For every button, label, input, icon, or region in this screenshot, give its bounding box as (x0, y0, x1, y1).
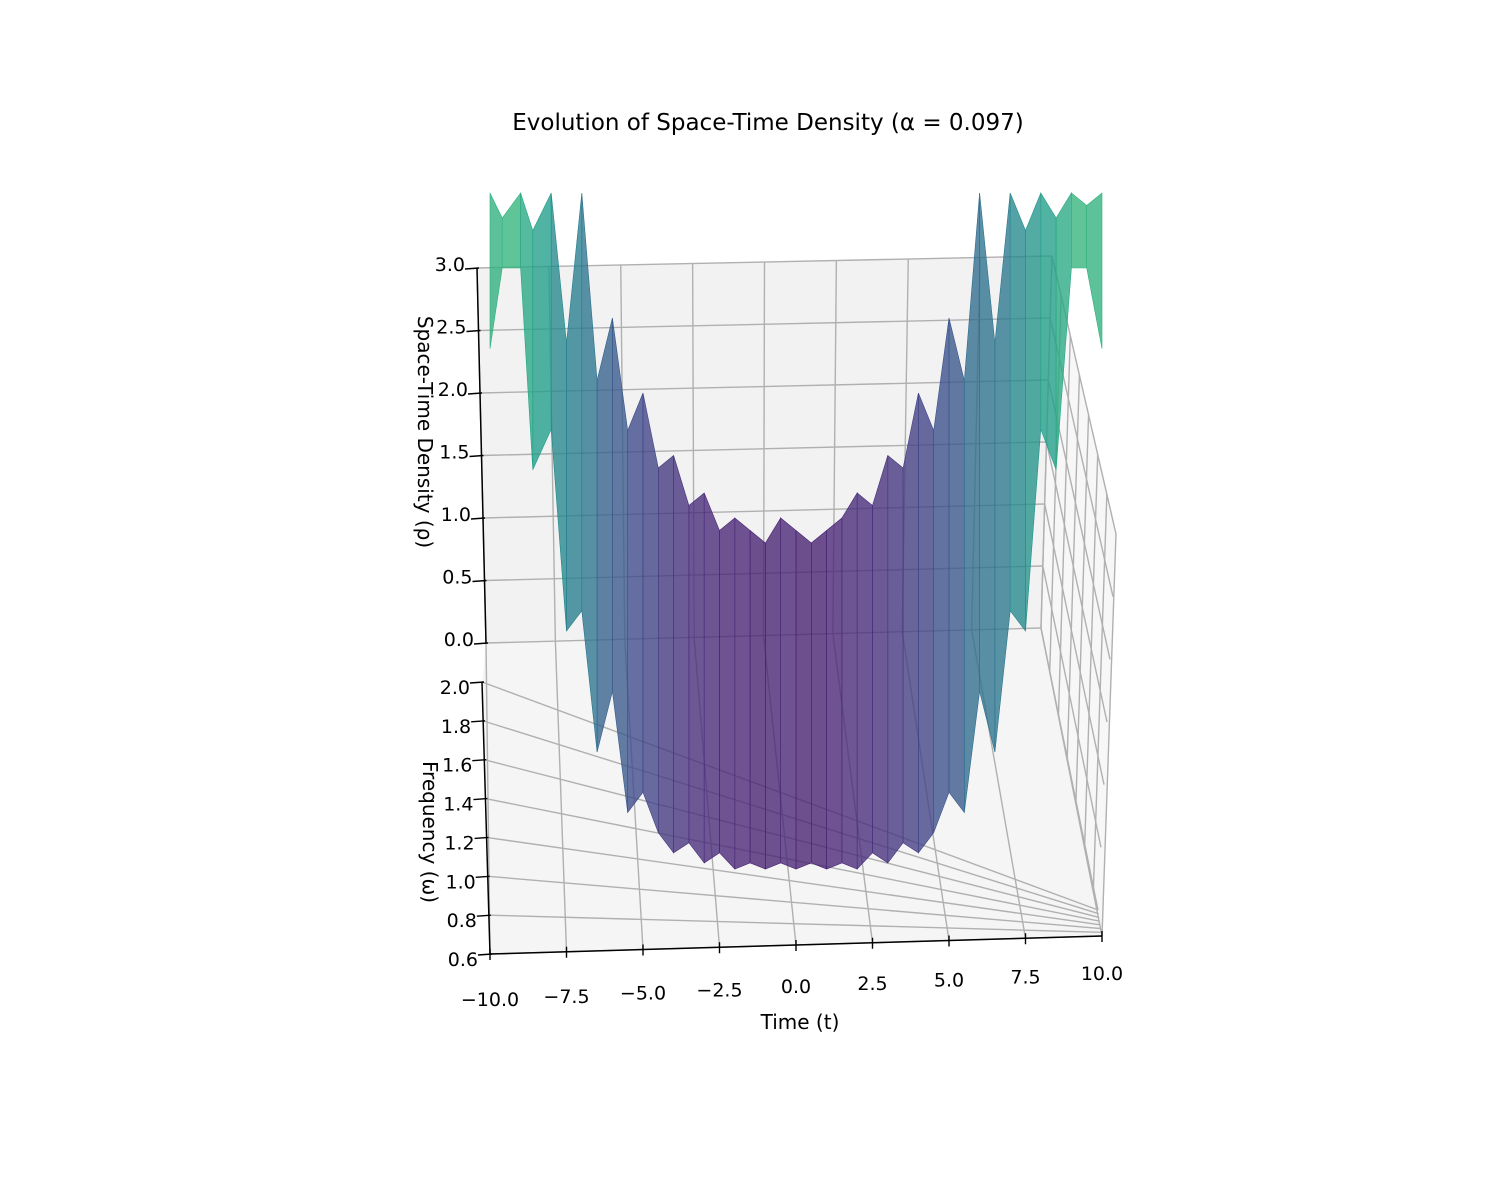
grid-floor-y (486, 836, 1101, 926)
y-tick-label: 1.6 (442, 755, 472, 777)
x-tick-label: 2.5 (857, 973, 887, 995)
z-tick (464, 267, 480, 270)
grid-side-vertical (1075, 414, 1090, 805)
surface-facet (719, 517, 736, 870)
grid-side-vertical (1101, 533, 1117, 937)
grid-back-horizontal (476, 255, 1053, 269)
surface-facet (872, 455, 889, 864)
grid-side-vertical (1092, 494, 1108, 893)
chart-title: Evolution of Space-Time Density (α = 0.0… (512, 110, 1024, 136)
y-tick-label: 1.2 (444, 832, 474, 854)
z-tick-label: 1.5 (439, 442, 469, 464)
surface-facet (532, 192, 552, 470)
y-tick (473, 797, 488, 801)
y-tick (475, 875, 490, 878)
y-tick (469, 681, 485, 684)
y-tick-label: 1.0 (445, 871, 475, 893)
z-axis-label: Space-Time Density (ρ) (413, 316, 437, 548)
surface-facet (734, 517, 751, 870)
tick-labels: −10.0 −7.5 −5.0 −2.5 0.0 2.5 5.0 7.5 10.0 0.6 0.8 1… (435, 254, 1123, 1011)
surface-facet (501, 192, 521, 269)
z-tick (467, 392, 483, 395)
grid-side-vertical (1057, 335, 1071, 717)
x-tick-label: 7.5 (1010, 966, 1040, 988)
z-tick-label: 2.0 (438, 379, 468, 401)
x-tick-label: 5.0 (934, 970, 964, 992)
y-tick-label: 0.6 (448, 949, 478, 971)
surface-facet (826, 517, 843, 870)
z-tick-label: 2.5 (436, 317, 466, 339)
surface-facet (642, 392, 659, 833)
y-tick-label: 1.8 (441, 716, 471, 738)
surface-facet (887, 454, 904, 864)
grid-floor-y (488, 914, 1102, 933)
x-tick-label: −5.0 (620, 983, 666, 1005)
y-tick-label: 2.0 (440, 677, 470, 699)
x-tick-label: −10.0 (461, 989, 519, 1011)
surface-facet (749, 529, 766, 870)
z-tick (472, 579, 487, 583)
surface-facet (902, 392, 919, 854)
grid-side-vertical (1083, 454, 1099, 849)
z-tick (470, 517, 486, 520)
surface-facet (841, 491, 858, 870)
z-tick (469, 454, 484, 458)
density-surface (489, 191, 1103, 870)
y-tick (472, 759, 487, 762)
y-tick (477, 953, 493, 956)
surface-facet (688, 492, 705, 864)
z-tick-label: 0.0 (444, 629, 474, 651)
grid-side-horizontal (1040, 627, 1099, 911)
y-tick (474, 836, 489, 840)
grid-floor-y (487, 875, 1101, 930)
surface-facet (673, 455, 690, 854)
x-axis-label: Time (t) (760, 1010, 840, 1034)
surface-facet (810, 529, 827, 870)
surface-facet (1009, 192, 1026, 632)
z-tick (473, 642, 489, 645)
grid-side-horizontal (1042, 565, 1102, 848)
surface-facet (918, 392, 935, 854)
y-tick (471, 720, 486, 723)
z-tick-label: 3.0 (435, 254, 465, 276)
y-tick-label: 0.8 (447, 910, 477, 932)
y-axis-line (481, 681, 491, 955)
grid-side-vertical (1066, 375, 1081, 761)
x-tick-label: 10.0 (1081, 963, 1123, 985)
surface-facet (627, 392, 644, 814)
x-tick-label: 0.0 (781, 976, 811, 998)
surface-facet (596, 317, 613, 753)
surface-facet (948, 317, 965, 814)
surface-facet (657, 454, 674, 854)
z-tick (466, 329, 481, 333)
surface-facet (703, 492, 720, 864)
surface-facet (1086, 192, 1103, 349)
z-tick-label: 1.0 (441, 504, 471, 526)
surface-facet (780, 517, 797, 870)
tick-marks (464, 267, 1103, 960)
y-tick-label: 1.4 (443, 794, 473, 816)
x-tick-label: −7.5 (543, 986, 589, 1008)
surface-facet (795, 529, 812, 870)
y-axis-label: Frequency (ω) (418, 761, 442, 903)
y-tick (476, 914, 491, 917)
surface-facet (566, 192, 583, 632)
grid-floor-x (554, 641, 568, 952)
grid-side-horizontal (1043, 503, 1105, 785)
z-tick-label: 0.5 (442, 567, 472, 589)
surface-facet (765, 516, 782, 870)
x-tick-label: −2.5 (696, 979, 742, 1001)
surface-facet (1071, 192, 1087, 269)
surface-facet (856, 492, 873, 870)
grid-side-horizontal (1045, 441, 1108, 723)
surface-facet (1040, 191, 1057, 470)
